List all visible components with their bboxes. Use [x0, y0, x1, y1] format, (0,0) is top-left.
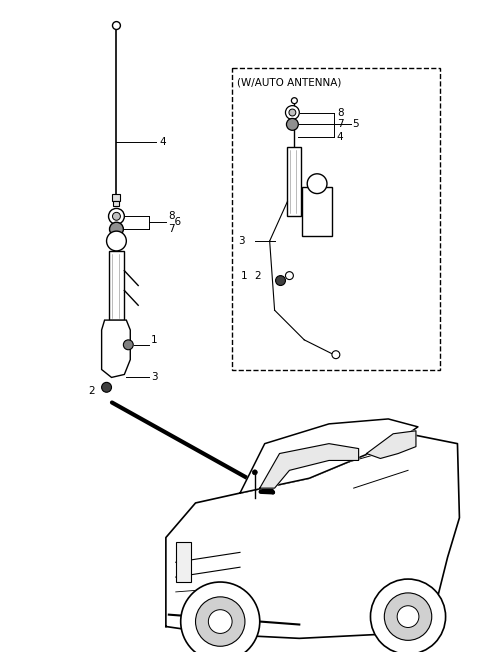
Circle shape — [109, 222, 123, 236]
Bar — [288, 147, 301, 216]
Circle shape — [112, 213, 120, 220]
Circle shape — [289, 109, 296, 116]
Circle shape — [287, 119, 298, 131]
Bar — [232, 68, 440, 369]
Polygon shape — [166, 434, 459, 638]
Text: 8: 8 — [337, 108, 344, 117]
Circle shape — [332, 351, 340, 359]
Circle shape — [276, 276, 286, 285]
Polygon shape — [102, 320, 130, 377]
Text: 3: 3 — [238, 236, 245, 246]
Circle shape — [195, 597, 245, 646]
Text: 7: 7 — [168, 224, 174, 234]
Text: 3: 3 — [151, 373, 157, 382]
Text: 1: 1 — [151, 335, 157, 345]
Circle shape — [102, 382, 111, 392]
Bar — [112, 194, 120, 201]
Text: 6: 6 — [168, 217, 181, 227]
Text: 5: 5 — [353, 119, 360, 129]
Text: 8: 8 — [168, 211, 174, 221]
Polygon shape — [240, 419, 418, 493]
Circle shape — [286, 272, 293, 279]
Bar — [113, 201, 120, 207]
Circle shape — [307, 174, 327, 194]
Circle shape — [371, 579, 445, 654]
Text: 7: 7 — [337, 119, 344, 129]
Circle shape — [107, 231, 126, 251]
Circle shape — [384, 593, 432, 640]
Circle shape — [252, 470, 257, 475]
Circle shape — [180, 582, 260, 656]
Circle shape — [123, 340, 133, 350]
Circle shape — [286, 106, 300, 119]
Circle shape — [108, 209, 124, 224]
Circle shape — [397, 605, 419, 628]
Text: 4: 4 — [337, 133, 344, 142]
Bar — [302, 187, 332, 236]
Polygon shape — [260, 443, 359, 488]
Bar — [108, 251, 124, 320]
Circle shape — [208, 609, 232, 634]
Bar — [176, 543, 191, 582]
Polygon shape — [367, 431, 416, 459]
Text: 2: 2 — [254, 271, 261, 281]
Text: 4: 4 — [159, 137, 166, 147]
Text: 2: 2 — [88, 386, 95, 396]
Circle shape — [112, 22, 120, 30]
Text: (W/AUTO ANTENNA): (W/AUTO ANTENNA) — [237, 78, 341, 88]
Circle shape — [291, 98, 297, 104]
Text: 1: 1 — [241, 271, 248, 281]
